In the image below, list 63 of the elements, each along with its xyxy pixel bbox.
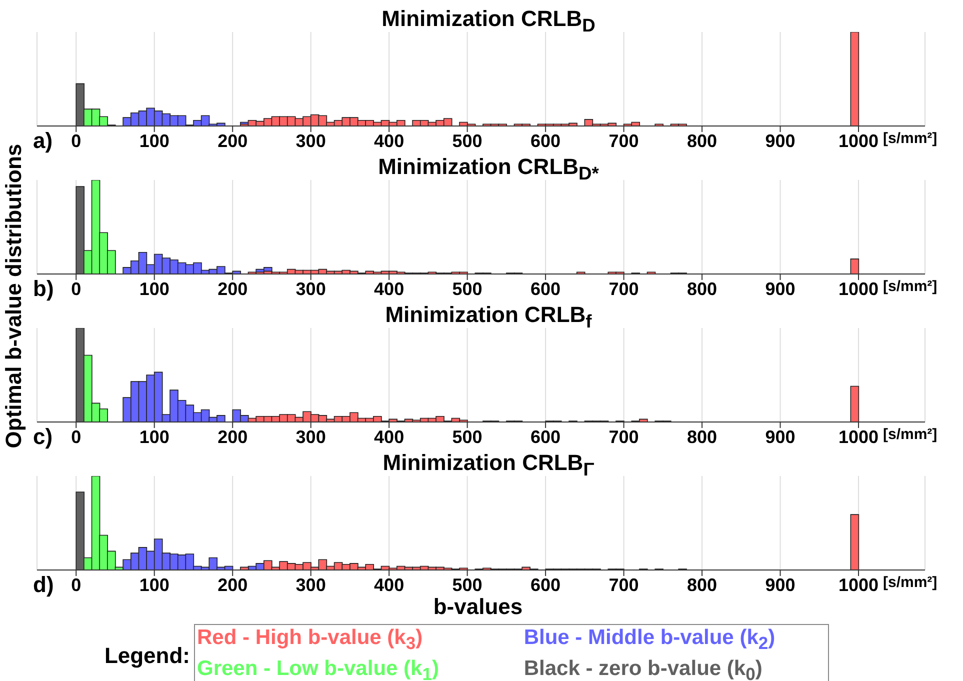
- chart-title: Minimization CRLB$_{Γ}$: [382, 450, 594, 480]
- x-tick-label: 700: [608, 278, 639, 299]
- x-tick-label: 600: [530, 278, 561, 299]
- x-tick-label: 500: [452, 574, 482, 595]
- x-tick-label: 400: [374, 130, 404, 151]
- x-tick-label: 1000: [838, 130, 879, 151]
- x-tick-label: 1000: [838, 426, 879, 447]
- x-tick-label: 100: [139, 278, 170, 299]
- chart-title: Minimization CRLB$_{D*}$: [378, 154, 599, 184]
- x-tick-label: 0: [71, 426, 82, 447]
- x-tick-label: 300: [296, 574, 326, 595]
- x-tick-label: 600: [530, 574, 561, 595]
- x-tick-label: 1000: [838, 278, 879, 299]
- text: Green - Low b-value (k$_{1}$): [197, 657, 439, 681]
- x-tick-label: 100: [139, 426, 170, 447]
- x-tick-label: 800: [687, 130, 718, 151]
- text: [s/mm²]: [883, 426, 938, 443]
- x-tick-label: 800: [687, 278, 718, 299]
- x-tick-label: 900: [765, 278, 796, 299]
- x-tick-label: 200: [218, 426, 248, 447]
- x-tick-label: 0: [71, 574, 82, 595]
- x-tick-label: 100: [139, 130, 170, 151]
- chart-title: Minimization CRLB$_{D}$: [382, 6, 596, 36]
- x-tick-label: 400: [374, 278, 404, 299]
- x-tick-label: 200: [218, 130, 248, 151]
- x-tick-label: 900: [765, 426, 796, 447]
- x-tick-label: 500: [452, 130, 482, 151]
- x-tick-label: 300: [296, 278, 326, 299]
- x-tick-label: 100: [139, 574, 170, 595]
- x-tick-label: 300: [296, 130, 326, 151]
- x-tick-label: 700: [608, 130, 639, 151]
- legend-title: Legend:: [104, 643, 190, 668]
- x-tick-label: 800: [687, 574, 718, 595]
- x-tick-label: 400: [374, 426, 404, 447]
- text: Black - zero b-value (k$_{0}$): [524, 657, 762, 681]
- text: Blue - Middle b-value (k$_{2}$): [524, 626, 776, 654]
- x-tick-label: 700: [608, 426, 639, 447]
- x-tick-label: 0: [71, 130, 82, 151]
- text: c): [33, 424, 53, 449]
- x-tick-label: 500: [452, 278, 482, 299]
- text: a): [33, 128, 53, 153]
- y-axis-title: Optimal b-value distributions: [1, 144, 26, 448]
- x-tick-label: 600: [530, 426, 561, 447]
- text: Red - High b-value (k$_{3}$): [197, 626, 423, 654]
- x-axis-title: b-values: [433, 594, 523, 619]
- x-tick-label: 400: [374, 574, 404, 595]
- x-tick-label: 500: [452, 426, 482, 447]
- chart-title: Minimization CRLB$_{f}$: [385, 302, 592, 332]
- text: [s/mm²]: [883, 278, 938, 295]
- x-tick-label: 300: [296, 426, 326, 447]
- x-tick-label: 800: [687, 426, 718, 447]
- x-tick-label: 1000: [838, 574, 879, 595]
- x-tick-label: 600: [530, 130, 561, 151]
- text: b): [33, 276, 54, 301]
- x-tick-label: 900: [765, 130, 796, 151]
- x-tick-label: 200: [218, 278, 248, 299]
- x-tick-label: 900: [765, 574, 796, 595]
- x-tick-label: 0: [71, 278, 82, 299]
- text: [s/mm²]: [883, 574, 938, 591]
- x-tick-label: 700: [608, 574, 639, 595]
- x-tick-label: 200: [218, 574, 248, 595]
- text: d): [33, 572, 54, 597]
- text: [s/mm²]: [883, 130, 938, 147]
